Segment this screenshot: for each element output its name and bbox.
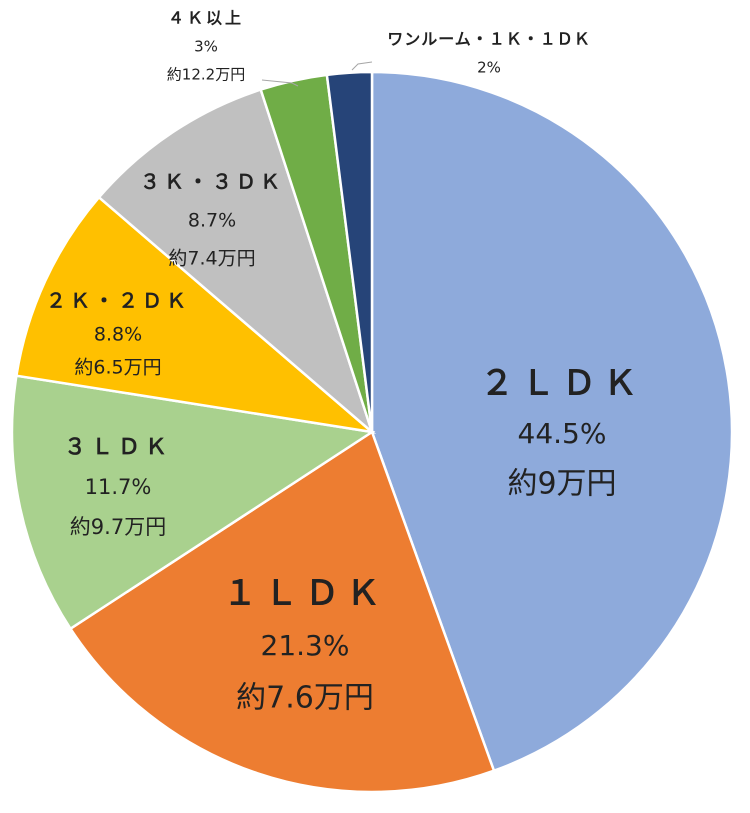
- slice-7-percent-label: 2%: [477, 59, 501, 77]
- slice-7-leader-line: [351, 61, 373, 71]
- slice-5: [97, 88, 375, 436]
- slice-4-price-label: 約6.5万円: [74, 357, 161, 379]
- slice-5-price-label: 約7.4万円: [168, 248, 255, 270]
- slice-3-name: ３ＬＤＫ: [64, 435, 172, 460]
- slice-7-name: ワンルーム・１Ｋ・１ＤＫ: [387, 30, 591, 49]
- slice-4-percent-label: 8.8%: [94, 324, 142, 346]
- slice-1-name: ２ＬＤＫ: [480, 364, 644, 404]
- slice-1-price-label: 約9万円: [507, 467, 616, 502]
- slice-1: [370, 70, 734, 773]
- slice-6-leader-line: [261, 79, 299, 87]
- slice-5-name: ３Ｋ・３ＤＫ: [140, 170, 284, 194]
- slice-3-price-label: 約9.7万円: [70, 515, 166, 539]
- slice-2-price-label: 約7.6万円: [236, 681, 374, 716]
- slice-2-name: １ＬＤＫ: [223, 574, 387, 614]
- slice-2-percent-label: 21.3%: [261, 629, 350, 662]
- slice-4: [15, 195, 377, 434]
- slice-3-percent-label: 11.7%: [85, 475, 152, 499]
- slice-1-percent-label: 44.5%: [518, 417, 607, 450]
- slice-5-percent-label: 8.7%: [188, 210, 236, 232]
- slice-6-name: ４Ｋ以上: [168, 9, 244, 28]
- slice-2: [68, 430, 496, 794]
- slice-7: [325, 70, 374, 433]
- slice-3: [10, 374, 376, 631]
- slice-6-price-label: 約12.2万円: [167, 66, 245, 84]
- slice-4-name: ２Ｋ・２ＤＫ: [46, 289, 190, 313]
- slice-6-percent-label: 3%: [194, 38, 218, 56]
